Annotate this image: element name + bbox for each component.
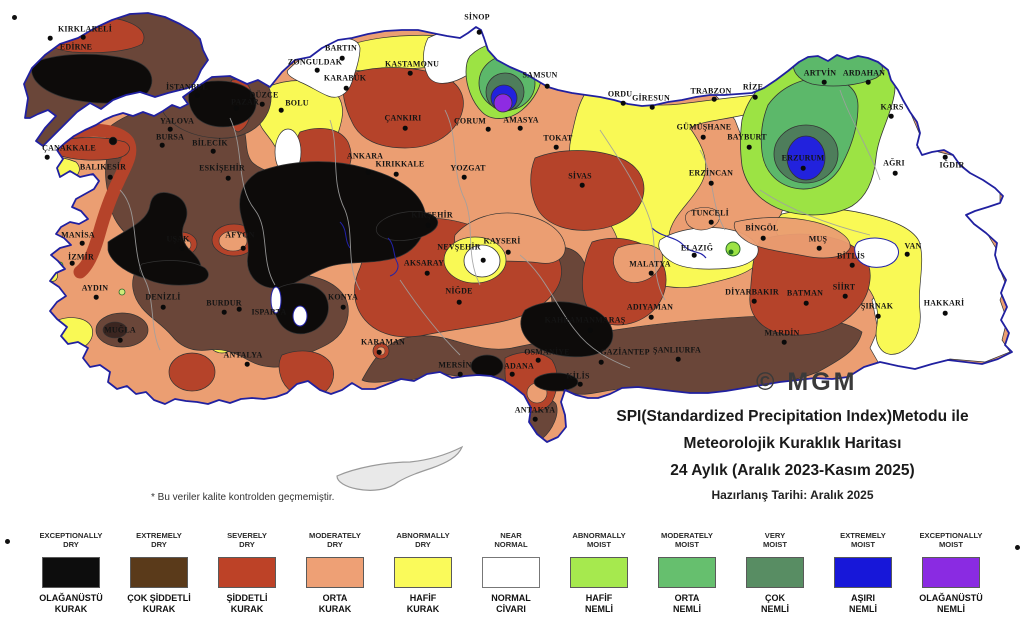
legend-item: MODERATELY MOIST ORTA NEMLİ (644, 531, 730, 615)
legend-label-en: EXTREMELY DRY (136, 531, 182, 550)
legend-swatch (482, 557, 540, 588)
legend-label-en: EXTREMELY MOIST (840, 531, 886, 550)
legend-swatch (42, 557, 100, 588)
legend-item: ABNORMALLY DRY HAFİF KURAK (380, 531, 466, 615)
legend-label-tr: NORMAL CİVARI (491, 593, 531, 614)
legend-right-bullet (1015, 545, 1020, 550)
legend-row: EXCEPTIONALLY DRY OLAĞANÜSTÜ KURAK EXTREMELY… (28, 531, 994, 615)
legend-swatch (218, 557, 276, 588)
legend-label-en: NEAR NORMAL (494, 531, 528, 550)
legend-swatch (394, 557, 452, 588)
legend-swatch (658, 557, 716, 588)
legend-swatch (570, 557, 628, 588)
legend-label-en: MODERATELY DRY (309, 531, 361, 550)
map-title-block: SPI(Standardized Precipitation Index)Met… (565, 408, 1020, 502)
legend-item: VERY MOIST ÇOK NEMLİ (732, 531, 818, 615)
legend-label-tr: OLAĞANÜSTÜ NEMLİ (919, 593, 983, 614)
drought-map-svg (23, 12, 1013, 491)
legend-label-tr: ÇOK ŞİDDETLİ KURAK (127, 593, 191, 614)
legend-swatch (834, 557, 892, 588)
legend-item: EXTREMELY MOIST AŞIRI NEMLİ (820, 531, 906, 615)
legend-label-tr: ÇOK NEMLİ (761, 593, 789, 614)
title-date-line: Hazırlanış Tarihi: Aralık 2025 (711, 488, 874, 502)
legend-label-tr: ORTA KURAK (318, 593, 352, 614)
legend-label-tr: ORTA NEMLİ (673, 593, 701, 614)
map-corner-dot (12, 15, 17, 20)
quality-footnote: * Bu veriler kalite kontrolden geçmemişt… (151, 492, 335, 503)
legend-swatch (306, 557, 364, 588)
legend-label-tr: AŞIRI NEMLİ (849, 593, 877, 614)
legend-item: EXCEPTIONALLY MOIST OLAĞANÜSTÜ NEMLİ (908, 531, 994, 615)
legend-swatch (746, 557, 804, 588)
legend-label-en: ABNORMALLY DRY (396, 531, 450, 550)
legend-label-en: EXCEPTIONALLY MOIST (919, 531, 983, 550)
drought-legend: EXCEPTIONALLY DRY OLAĞANÜSTÜ KURAK EXTREMELY… (0, 529, 1024, 635)
legend-label-en: MODERATELY MOIST (661, 531, 713, 550)
legend-swatch (130, 557, 188, 588)
legend-item: NEAR NORMAL NORMAL CİVARI (468, 531, 554, 615)
legend-label-tr: OLAĞANÜSTÜ KURAK (39, 593, 103, 614)
legend-label-tr: ŞİDDETLİ KURAK (226, 593, 268, 614)
title-line-2: Meteorolojik Kuraklık Haritası (683, 435, 902, 452)
legend-item: EXTREMELY DRY ÇOK ŞİDDETLİ KURAK (116, 531, 202, 615)
legend-label-en: EXCEPTIONALLY DRY (39, 531, 103, 550)
legend-item: SEVERELY DRY ŞİDDETLİ KURAK (204, 531, 290, 615)
legend-label-en: SEVERELY DRY (227, 531, 267, 550)
title-line-1: SPI(Standardized Precipitation Index)Met… (616, 408, 969, 425)
anatolia-border (49, 26, 1013, 443)
mgm-copyright: © MGM (756, 368, 858, 396)
turkey-drought-map: KIRKLARELİ EDİRNE İSTANBUL PAZAR DÜZCE BOLU BA… (12, 12, 1020, 503)
legend-label-en: VERY MOIST (762, 531, 788, 550)
thrace-border (23, 12, 209, 147)
legend-item: MODERATELY DRY ORTA KURAK (292, 531, 378, 615)
cyprus-outline (336, 445, 464, 491)
legend-label-en: ABNORMALLY MOIST (572, 531, 626, 550)
legend-swatch (922, 557, 980, 588)
legend-left-bullet (5, 539, 10, 544)
legend-label-tr: HAFİF NEMLİ (585, 593, 613, 614)
title-line-3: 24 Aylık (Aralık 2023-Kasım 2025) (670, 462, 915, 479)
legend-item: EXCEPTIONALLY DRY OLAĞANÜSTÜ KURAK (28, 531, 114, 615)
legend-label-tr: HAFİF KURAK (406, 593, 440, 614)
legend-item: ABNORMALLY MOIST HAFİF NEMLİ (556, 531, 642, 615)
